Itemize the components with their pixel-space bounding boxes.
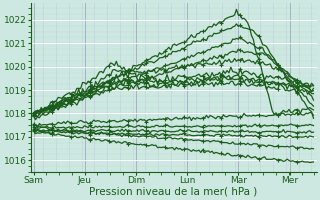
X-axis label: Pression niveau de la mer( hPa ): Pression niveau de la mer( hPa )	[90, 187, 258, 197]
